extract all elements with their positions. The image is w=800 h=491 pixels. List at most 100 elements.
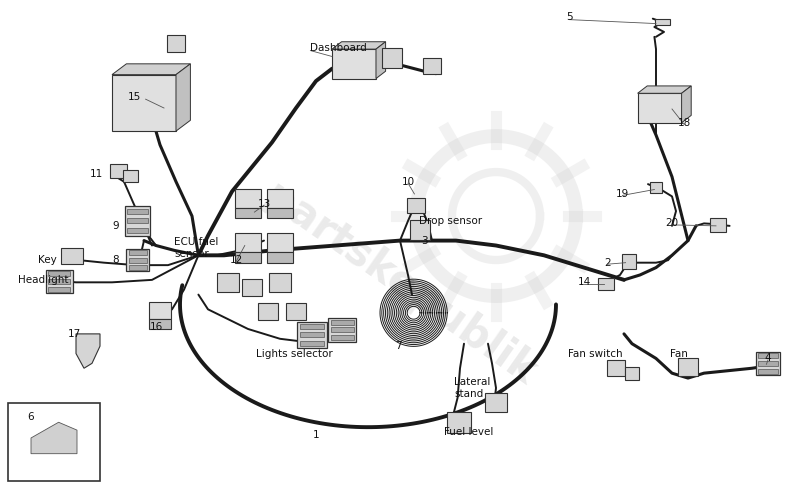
- Bar: [267, 252, 293, 263]
- Bar: [217, 273, 239, 292]
- Bar: [48, 279, 70, 284]
- Bar: [638, 93, 682, 123]
- Text: 3: 3: [421, 236, 427, 246]
- Bar: [332, 49, 376, 79]
- Text: 14: 14: [578, 277, 590, 287]
- Bar: [607, 360, 625, 376]
- Bar: [485, 393, 507, 412]
- Bar: [410, 220, 430, 240]
- Bar: [235, 233, 261, 252]
- Text: Fan switch: Fan switch: [568, 349, 622, 358]
- Bar: [127, 209, 148, 214]
- Text: 5: 5: [566, 12, 573, 22]
- Bar: [48, 287, 70, 292]
- Text: Fan: Fan: [670, 349, 688, 358]
- Text: 15: 15: [128, 92, 141, 102]
- Bar: [300, 332, 324, 337]
- Bar: [625, 367, 639, 380]
- Bar: [46, 270, 73, 293]
- Bar: [127, 218, 148, 223]
- Bar: [123, 170, 138, 182]
- Bar: [61, 248, 83, 264]
- Text: 19: 19: [616, 189, 629, 199]
- Bar: [112, 75, 176, 131]
- Text: 20: 20: [666, 218, 678, 228]
- Bar: [129, 265, 146, 270]
- Bar: [242, 279, 262, 296]
- Bar: [149, 301, 171, 319]
- Bar: [167, 35, 185, 52]
- Bar: [328, 318, 357, 342]
- Text: 11: 11: [90, 169, 102, 179]
- Bar: [300, 324, 324, 329]
- Bar: [447, 412, 471, 433]
- Text: 16: 16: [150, 322, 162, 331]
- Bar: [622, 254, 636, 269]
- Bar: [756, 352, 780, 375]
- Text: 6: 6: [27, 412, 34, 422]
- Bar: [678, 358, 698, 376]
- Bar: [48, 271, 70, 276]
- Bar: [126, 249, 149, 272]
- Bar: [758, 353, 778, 358]
- Polygon shape: [376, 42, 386, 79]
- Text: 10: 10: [402, 177, 414, 187]
- Bar: [300, 341, 324, 346]
- Bar: [758, 369, 778, 374]
- Text: Dashboard: Dashboard: [310, 43, 367, 53]
- Bar: [331, 327, 354, 332]
- Bar: [267, 233, 293, 252]
- Text: 13: 13: [258, 199, 270, 209]
- Polygon shape: [682, 86, 691, 123]
- Bar: [269, 273, 291, 292]
- Bar: [382, 48, 402, 68]
- Polygon shape: [76, 334, 100, 368]
- Text: Lights selector: Lights selector: [256, 349, 333, 358]
- Text: Lateral
stand: Lateral stand: [454, 377, 490, 399]
- Bar: [267, 189, 293, 208]
- Bar: [129, 258, 146, 263]
- Text: Key: Key: [38, 255, 57, 265]
- Bar: [258, 303, 278, 321]
- Bar: [331, 320, 354, 325]
- Text: 12: 12: [230, 255, 242, 265]
- Text: 4: 4: [765, 354, 771, 363]
- Text: 1: 1: [313, 430, 319, 439]
- Bar: [127, 228, 148, 233]
- Text: 8: 8: [113, 255, 119, 265]
- Text: Fuel level: Fuel level: [444, 427, 494, 437]
- Bar: [407, 198, 425, 213]
- Bar: [650, 182, 662, 193]
- Bar: [331, 335, 354, 340]
- Bar: [149, 319, 171, 329]
- Bar: [286, 303, 306, 321]
- Bar: [235, 208, 261, 218]
- Text: Drop sensor: Drop sensor: [419, 216, 482, 226]
- Bar: [125, 206, 150, 236]
- Text: 9: 9: [113, 221, 119, 231]
- Bar: [655, 19, 670, 25]
- Polygon shape: [176, 64, 190, 131]
- Polygon shape: [31, 422, 77, 454]
- Text: 7: 7: [395, 341, 402, 351]
- Bar: [110, 164, 127, 178]
- Bar: [8, 403, 100, 481]
- Polygon shape: [112, 64, 190, 75]
- Bar: [235, 189, 261, 208]
- Text: partskepublik: partskepublik: [255, 175, 545, 395]
- Bar: [598, 278, 614, 290]
- Text: ECU fuel
sensor: ECU fuel sensor: [174, 237, 218, 259]
- Bar: [423, 58, 441, 74]
- Bar: [710, 218, 726, 232]
- Text: 18: 18: [678, 118, 690, 128]
- Text: 17: 17: [68, 329, 81, 339]
- Text: 2: 2: [605, 258, 611, 268]
- Polygon shape: [638, 86, 691, 93]
- Bar: [129, 250, 146, 255]
- Polygon shape: [332, 42, 386, 49]
- Bar: [297, 322, 327, 348]
- Bar: [758, 361, 778, 366]
- Text: Headlight: Headlight: [18, 275, 68, 285]
- Bar: [235, 252, 261, 263]
- Bar: [267, 208, 293, 218]
